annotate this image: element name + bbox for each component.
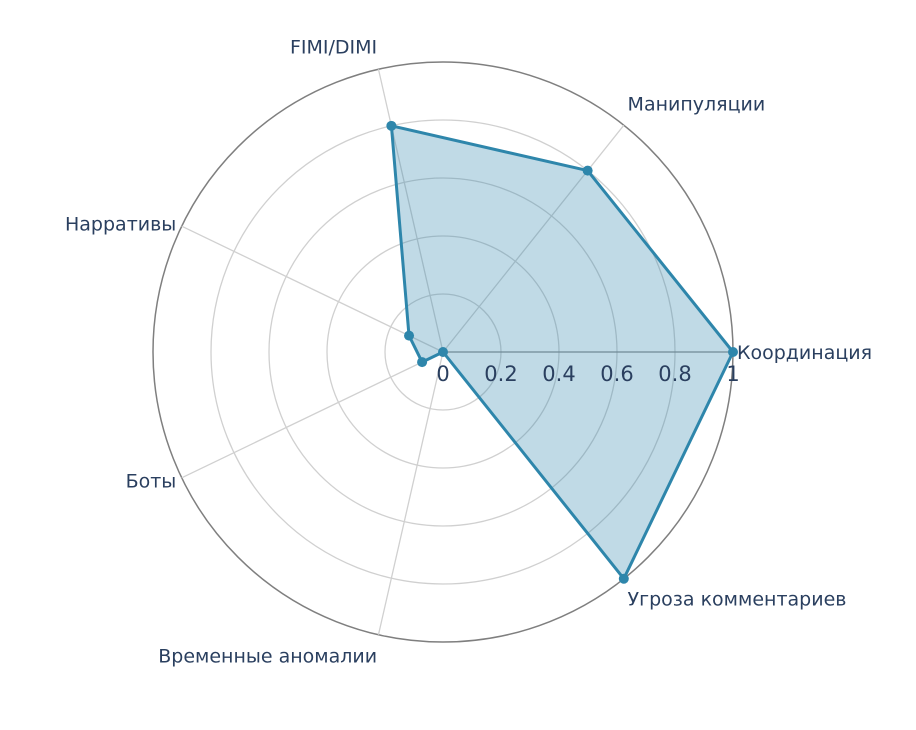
- radial-tick-label: 0.4: [542, 362, 575, 386]
- data-point: [404, 330, 415, 341]
- data-point: [728, 347, 738, 357]
- radial-tick-label: 0.8: [658, 362, 691, 386]
- category-label: Угроза комментариев: [628, 588, 847, 610]
- category-label: Нарративы: [65, 214, 176, 236]
- data-point: [386, 120, 397, 131]
- data-point: [438, 347, 448, 357]
- category-label: Временные аномалии: [158, 646, 377, 668]
- radial-tick-label: 0: [436, 362, 449, 386]
- data-point: [417, 357, 428, 368]
- axis-spoke: [442, 124, 625, 353]
- category-label: Координация: [737, 342, 872, 364]
- category-label: Манипуляции: [628, 94, 766, 116]
- axis-spoke: [181, 225, 444, 353]
- radial-tick-label: 0.2: [484, 362, 517, 386]
- data-point: [582, 165, 593, 176]
- radial-tick-label: 0.6: [600, 362, 633, 386]
- radial-tick-label: 1: [726, 362, 739, 386]
- category-label: Боты: [126, 470, 177, 492]
- data-point: [618, 573, 629, 584]
- radar-series: [386, 120, 738, 584]
- series-area: [391, 125, 733, 579]
- category-label: FIMI/DIMI: [290, 36, 377, 58]
- series-line: [389, 124, 735, 581]
- axis-spoke: [181, 351, 444, 479]
- axis-spoke: [377, 351, 444, 635]
- axis-spoke: [377, 69, 444, 353]
